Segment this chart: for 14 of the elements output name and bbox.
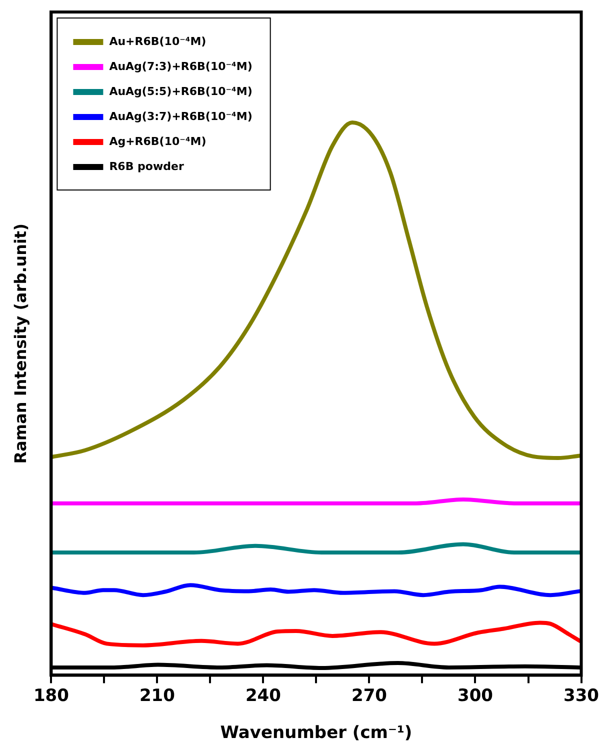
legend-label: Au+R6B(10⁻⁴M)	[109, 34, 206, 48]
legend-label: AuAg(5:5)+R6B(10⁻⁴M)	[109, 84, 252, 98]
legend-label: Ag+R6B(10⁻⁴M)	[109, 134, 206, 148]
x-tick-label: 180	[33, 686, 70, 706]
y-axis-title: Raman Intensity (arb.unit)	[10, 224, 30, 464]
x-tick-label: 300	[457, 686, 494, 706]
x-tick-label: 330	[564, 686, 600, 706]
x-axis-title: Wavenumber (cm⁻¹)	[220, 723, 412, 744]
x-tick-label: 270	[351, 686, 388, 706]
legend-label: AuAg(3:7)+R6B(10⁻⁴M)	[109, 110, 252, 123]
x-tick-label: 210	[139, 686, 176, 706]
x-tick-label: 240	[245, 686, 282, 706]
legend-label: R6B powder	[109, 160, 184, 173]
legend-label: AuAg(7:3)+R6B(10⁻⁴M)	[109, 60, 252, 73]
